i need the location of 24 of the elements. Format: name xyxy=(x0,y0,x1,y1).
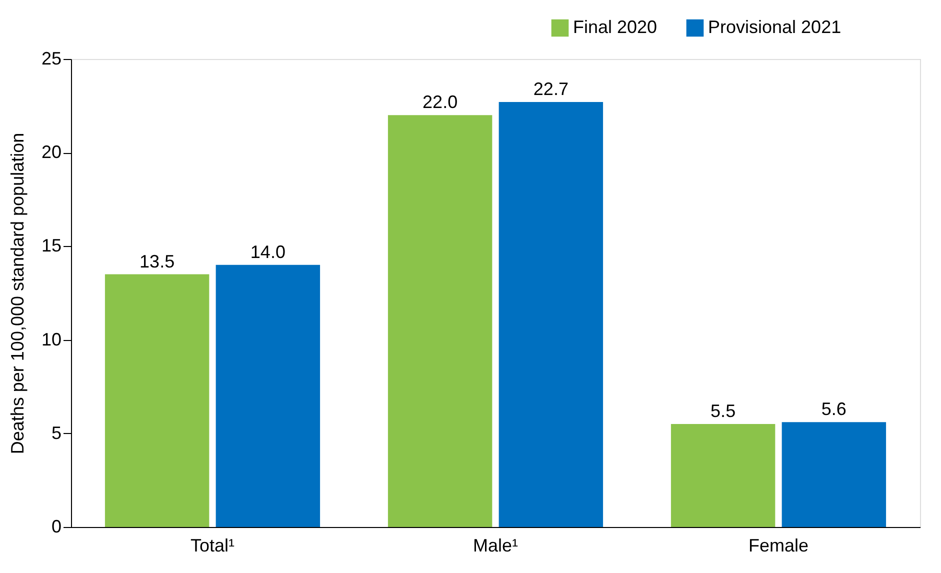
data-label: 22.0 xyxy=(422,92,458,112)
x-tick-label: Total¹ xyxy=(190,536,235,556)
bar xyxy=(498,102,604,527)
bar xyxy=(388,115,492,527)
y-axis-title: Deaths per 100,000 standard population xyxy=(7,132,28,454)
bar xyxy=(782,422,886,527)
data-label: 14.0 xyxy=(250,242,286,262)
y-tick-label: 25 xyxy=(41,48,62,68)
x-tick-label: Male¹ xyxy=(472,536,518,556)
y-tick-label: 0 xyxy=(51,516,62,536)
y-tick-label: 5 xyxy=(51,422,62,443)
y-tick-label: 10 xyxy=(41,329,62,350)
legend-label: Provisional 2021 xyxy=(708,17,842,37)
data-label: 13.5 xyxy=(140,251,175,272)
legend-label: Final 2020 xyxy=(573,17,658,37)
bar xyxy=(104,274,210,527)
y-tick-label: 15 xyxy=(41,236,62,256)
bar xyxy=(216,264,320,527)
x-tick-label: Female xyxy=(748,536,809,556)
data-label: 22.7 xyxy=(533,79,568,100)
y-tick-label: 20 xyxy=(41,142,62,162)
data-label: 5.5 xyxy=(710,401,736,422)
data-label: 5.6 xyxy=(821,399,846,420)
bar xyxy=(670,424,776,527)
